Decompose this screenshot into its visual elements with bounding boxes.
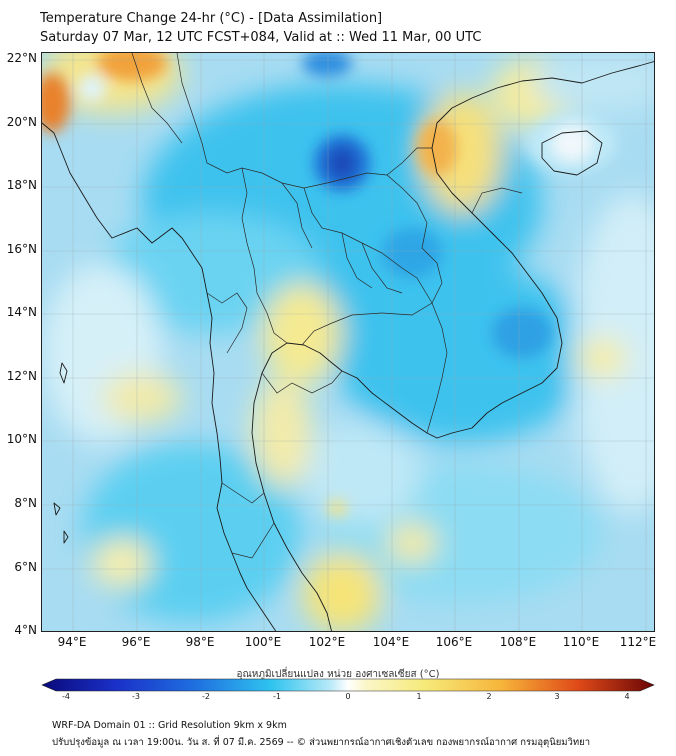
map-subtitle: Saturday 07 Mar, 12 UTC FCST+084, Valid …	[40, 30, 482, 45]
lon-label-104e: 104°E	[372, 635, 410, 649]
lat-label-6n: 6°N	[14, 560, 37, 574]
lon-label-94e: 94°E	[57, 635, 87, 649]
colorbar-tick: -2	[202, 692, 210, 701]
colorbar-tick: 1	[416, 692, 422, 701]
map-title: Temperature Change 24-hr (°C) - [Data As…	[40, 11, 383, 26]
lat-label-4n: 4°N	[14, 623, 37, 637]
footer-model-info: WRF-DA Domain 01 :: Grid Resolution 9km …	[52, 720, 287, 731]
lat-label-8n: 8°N	[14, 496, 37, 510]
lon-label-110e: 110°E	[562, 635, 600, 649]
lon-label-96e: 96°E	[121, 635, 151, 649]
temperature-map	[41, 52, 655, 632]
colorbar-tick: -4	[62, 692, 70, 701]
coastlines	[42, 61, 654, 631]
lat-label-16n: 16°N	[6, 242, 37, 256]
lon-label-106e: 106°E	[435, 635, 473, 649]
colorbar-tick: 3	[554, 692, 560, 701]
country-borders	[131, 53, 523, 559]
lat-label-20n: 20°N	[6, 115, 37, 129]
lon-label-102e: 102°E	[308, 635, 346, 649]
colorbar-ramp	[41, 678, 655, 692]
lat-label-10n: 10°N	[6, 432, 37, 446]
colorbar-tick: -1	[273, 692, 281, 701]
colorbar-title: อุณหภูมิเปลี่ยนแปลง หน่วย องศาเซลเซียส (…	[236, 669, 440, 680]
lat-label-22n: 22°N	[6, 51, 37, 65]
colorbar-tick: 2	[486, 692, 492, 701]
colorbar-tick: 4	[624, 692, 630, 701]
temperature-field	[42, 53, 654, 631]
lat-label-14n: 14°N	[6, 305, 37, 319]
colorbar-tick: -3	[132, 692, 140, 701]
lat-label-18n: 18°N	[6, 178, 37, 192]
lat-label-12n: 12°N	[6, 369, 37, 383]
colorbar-tick: 0	[345, 692, 351, 701]
lon-label-108e: 108°E	[499, 635, 537, 649]
lon-label-98e: 98°E	[185, 635, 215, 649]
footer-update-info: ปรับปรุงข้อมูล ณ เวลา 19:00น. วัน ส. ที่…	[52, 737, 591, 748]
gridlines	[42, 53, 654, 631]
lon-label-112e: 112°E	[619, 635, 657, 649]
lon-label-100e: 100°E	[244, 635, 282, 649]
colorbar	[41, 678, 655, 692]
